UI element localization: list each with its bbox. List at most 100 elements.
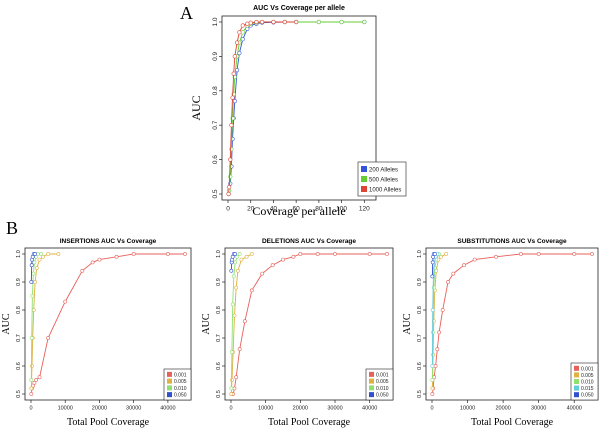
legend-swatch xyxy=(167,385,172,391)
data-point xyxy=(234,285,239,290)
x-axis-label: Total Pool Coverage xyxy=(67,417,150,428)
y-tick-label: 0.7 xyxy=(216,334,222,342)
legend-label: 0.001 xyxy=(581,366,594,372)
legend-swatch xyxy=(167,392,172,398)
data-point xyxy=(229,386,234,391)
panel-label-a: A xyxy=(180,3,193,23)
data-point xyxy=(435,347,440,352)
data-point xyxy=(37,375,42,380)
y-tick-label: 0.6 xyxy=(16,362,22,370)
data-point xyxy=(231,71,236,76)
legend-label: 0.001 xyxy=(376,372,389,378)
chart-b3: SUBSTITUTIONS AUC Vs Coverage 0 10000 20000… xyxy=(402,238,599,428)
data-point xyxy=(230,95,235,100)
data-point xyxy=(239,257,244,262)
chart-title: AUC Vs Coverage per allele xyxy=(253,5,345,12)
data-point xyxy=(233,252,238,256)
plot-frame xyxy=(221,15,377,201)
data-point xyxy=(29,378,34,382)
data-point xyxy=(431,285,436,290)
data-point xyxy=(232,386,237,391)
data-point xyxy=(90,260,95,265)
y-tick-label: 0.8 xyxy=(216,306,222,314)
series-4 xyxy=(430,252,437,279)
data-point xyxy=(271,19,276,25)
data-point xyxy=(131,252,136,256)
x-tick-label: 0 xyxy=(29,406,32,412)
data-point xyxy=(590,252,594,256)
legend-swatch xyxy=(369,385,374,391)
legend-label: 0.005 xyxy=(376,379,389,385)
legend-label: 1000 Alleles xyxy=(369,188,401,194)
y-tick-label: 0.5 xyxy=(417,390,423,398)
legend-label: 0.050 xyxy=(581,393,594,399)
data-point xyxy=(229,392,234,396)
chart-b2: DELETIONS AUC Vs Coverage 0 10000 20000 3000… xyxy=(201,238,394,428)
series-line xyxy=(30,253,59,389)
data-point xyxy=(237,347,242,352)
y-axis-label: AUC xyxy=(1,313,12,334)
legend-swatch xyxy=(167,371,172,377)
legend-swatch xyxy=(167,378,172,384)
data-point xyxy=(281,257,285,262)
x-tick-label: 30000 xyxy=(531,406,546,412)
data-point xyxy=(518,252,523,256)
series-2 xyxy=(229,252,242,391)
series-0 xyxy=(226,19,367,197)
series-1 xyxy=(226,19,367,197)
legend-swatch xyxy=(361,166,367,172)
data-point xyxy=(39,252,44,256)
data-point xyxy=(80,268,85,273)
data-point xyxy=(430,260,435,265)
data-point xyxy=(254,19,259,25)
data-point xyxy=(56,252,61,256)
legend-label: 200 Alleles xyxy=(369,168,398,174)
data-point xyxy=(183,252,187,256)
legend-swatch xyxy=(574,379,579,384)
data-point xyxy=(240,37,245,42)
data-point xyxy=(231,274,236,279)
legend-label: 0.015 xyxy=(581,386,594,392)
panel-label-b: B xyxy=(6,218,18,238)
data-point xyxy=(472,257,477,262)
legend-label: 0.005 xyxy=(581,373,594,379)
series-line xyxy=(231,253,387,395)
y-tick-label: 0.5 xyxy=(16,390,22,398)
data-point xyxy=(437,330,442,335)
data-point xyxy=(362,19,367,25)
legend-swatch xyxy=(574,365,579,371)
legend: 200 Alleles 500 Alleles 1000 Alleles xyxy=(357,161,407,197)
chart-a: AUC Vs Coverage per allele 0 20 40 60 80 100 12… xyxy=(189,5,407,218)
data-point xyxy=(291,254,296,259)
x-tick-label: 40000 xyxy=(567,406,582,412)
data-point xyxy=(430,308,435,312)
series-2 xyxy=(226,19,299,197)
y-axis-label: AUC xyxy=(402,313,413,334)
y-tick-label: 0.8 xyxy=(417,306,423,314)
data-point xyxy=(249,252,254,256)
x-axis-label: Total Pool Coverage xyxy=(471,417,554,428)
data-point xyxy=(230,378,234,382)
y-tick-label: 0.9 xyxy=(212,52,219,61)
y-tick-label: 0.6 xyxy=(417,362,423,370)
y-axis-label: AUC xyxy=(201,313,212,334)
legend-swatch xyxy=(369,371,374,377)
y-tick-label: 0.8 xyxy=(212,86,219,95)
series-3 xyxy=(29,252,38,284)
data-point xyxy=(31,271,36,276)
data-point xyxy=(32,260,37,265)
plot-frame xyxy=(425,247,599,401)
y-tick-label: 0.7 xyxy=(212,120,219,129)
data-point xyxy=(494,254,498,259)
series-line xyxy=(30,253,185,395)
series-0 xyxy=(229,252,389,396)
x-tick-label: 20000 xyxy=(293,406,308,412)
data-point xyxy=(234,40,240,45)
data-point xyxy=(46,336,51,340)
x-axis-label: Total Pool Coverage xyxy=(268,417,351,428)
data-point xyxy=(430,364,435,368)
chart-b1: INSERTIONS AUC Vs Coverage 0 10000 20000 300… xyxy=(1,238,192,428)
data-point xyxy=(41,254,45,259)
